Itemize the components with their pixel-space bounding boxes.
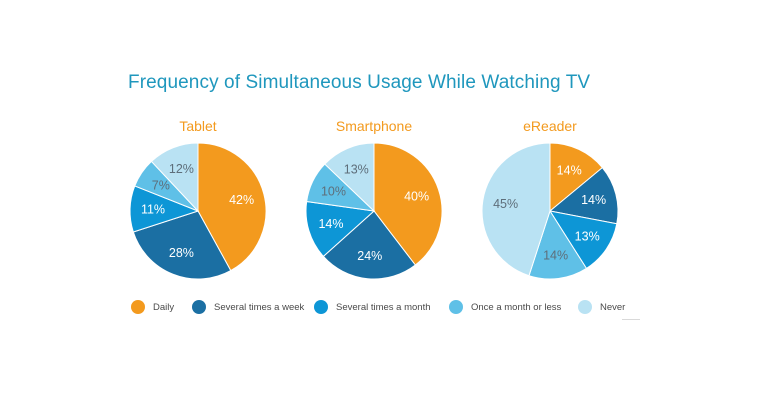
pie-slice [150, 142, 199, 213]
pie-slice-label: 10% [321, 184, 346, 198]
pie-slice [197, 142, 267, 272]
legend-item-several-times-a-month: Several times a month [314, 300, 431, 314]
legend-label: Daily [153, 301, 175, 313]
pie-slice-label: 13% [344, 163, 369, 177]
legend-item-daily: Daily [131, 300, 174, 314]
pie-slice [324, 142, 375, 213]
pie-slice [549, 142, 604, 213]
pie-slice-label: 28% [169, 246, 194, 260]
pie-slice-label: 14% [318, 217, 343, 231]
pie-slice-label: 11% [141, 203, 165, 217]
legend-swatch [131, 300, 145, 314]
pie-slice-label: 45% [493, 197, 518, 211]
pie-title-smartphone: Smartphone [335, 118, 413, 134]
legend-label: Once a month or less [471, 301, 562, 313]
pie-slice-label: 24% [357, 249, 382, 263]
pie-slice [132, 210, 232, 280]
pie-slice-label: 40% [404, 190, 429, 204]
chart-title: Frequency of Simultaneous Usage While Wa… [128, 72, 591, 93]
pie-slice-label: 42% [229, 193, 254, 207]
pie-slice [305, 200, 376, 258]
pie-slice-label: 12% [169, 162, 194, 176]
legend-item-once-a-month-or-less: Once a month or less [449, 300, 561, 314]
legend: Daily Several times a week Several times… [131, 300, 651, 318]
pie-title-ereader: eReader [523, 118, 577, 134]
divider [622, 319, 640, 320]
legend-label: Never [600, 301, 626, 313]
legend-label: Several times a month [336, 301, 431, 313]
pie-slice-label: 13% [575, 229, 600, 243]
legend-item-several-times-a-week: Several times a week [192, 300, 304, 314]
pie-slice [548, 210, 618, 270]
legend-label: Several times a week [214, 301, 305, 313]
pie-slice [528, 209, 588, 280]
pie-slice [548, 166, 619, 225]
legend-item-never: Never [578, 300, 625, 314]
pie-title-tablet: Tablet [179, 118, 217, 134]
legend-swatch [314, 300, 328, 314]
legend-swatch [449, 300, 463, 314]
pie-slice-label: 14% [557, 163, 582, 177]
pie-slice-label: 14% [581, 193, 606, 207]
pie-slice [481, 142, 551, 277]
legend-swatch [578, 300, 592, 314]
pie-slice-label: 7% [152, 179, 170, 193]
pie-slice-label: 14% [543, 249, 568, 263]
legend-swatch [192, 300, 206, 314]
pie-slice [373, 142, 443, 266]
pie-slice [322, 210, 417, 280]
